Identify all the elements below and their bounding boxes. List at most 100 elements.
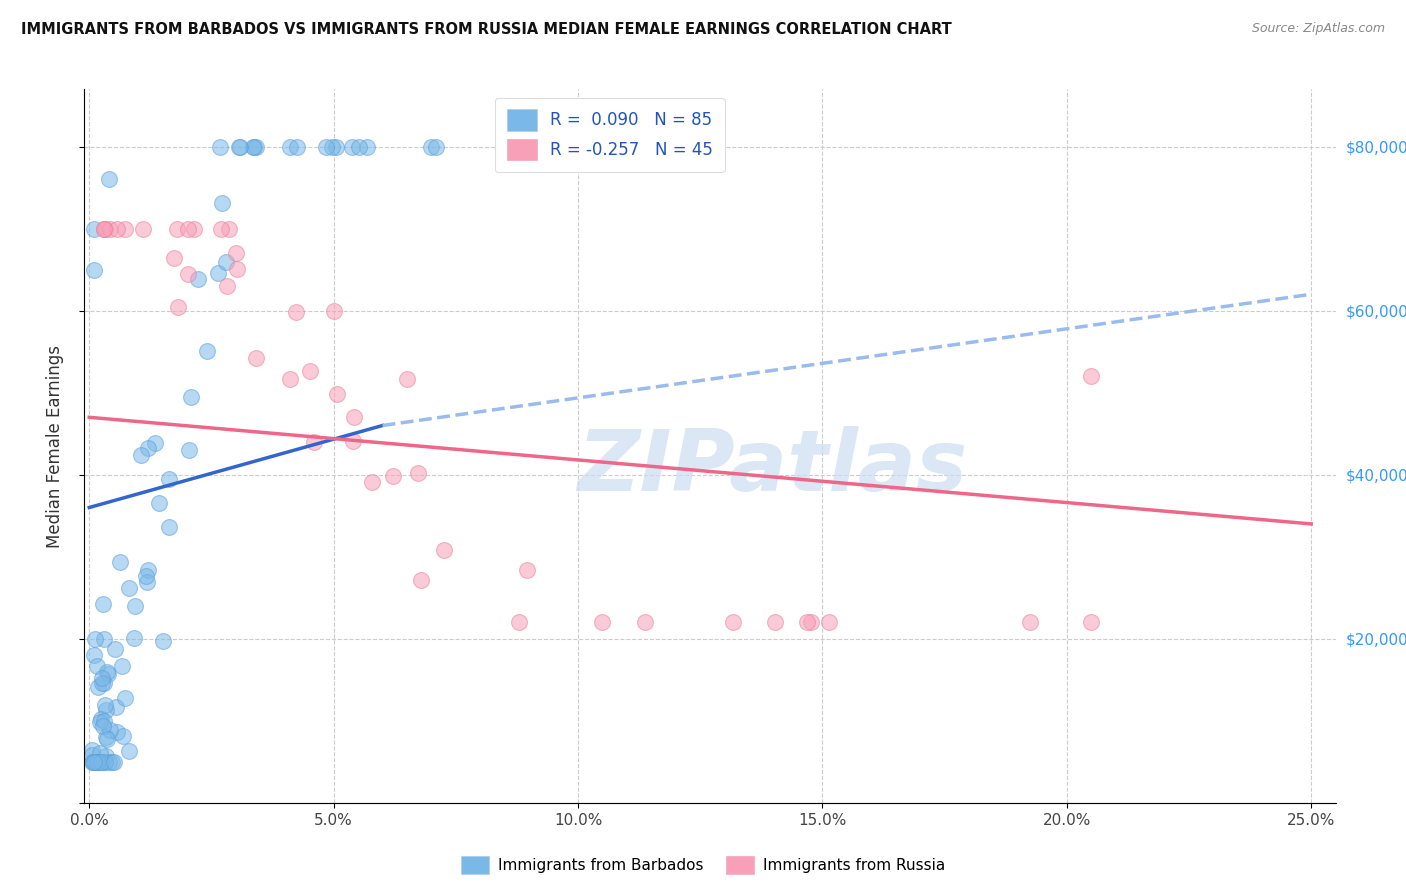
Point xyxy=(91,719,114,733)
Point xyxy=(356,139,378,153)
Point xyxy=(1080,615,1102,630)
Point xyxy=(591,615,613,630)
Point xyxy=(91,676,114,690)
Point xyxy=(183,221,205,235)
Point xyxy=(425,139,447,153)
Point xyxy=(148,496,170,510)
Point xyxy=(105,221,128,235)
Point xyxy=(86,680,108,694)
Point xyxy=(129,448,152,462)
Point xyxy=(136,563,159,577)
Point xyxy=(347,139,370,153)
Point xyxy=(82,755,104,769)
Point xyxy=(83,755,105,769)
Point xyxy=(321,139,343,153)
Point xyxy=(90,755,112,769)
Point xyxy=(1019,615,1042,630)
Point xyxy=(218,221,240,235)
Point xyxy=(91,597,114,611)
Point xyxy=(122,631,145,645)
Point xyxy=(143,435,166,450)
Point xyxy=(211,196,233,211)
Point xyxy=(433,543,456,558)
Point xyxy=(242,139,264,153)
Point xyxy=(285,139,308,153)
Point xyxy=(326,387,349,401)
Point xyxy=(83,221,105,235)
Point xyxy=(315,139,337,153)
Point xyxy=(157,472,180,486)
Point xyxy=(97,755,120,769)
Point xyxy=(167,300,190,314)
Point xyxy=(96,731,118,746)
Point xyxy=(118,581,141,595)
Point xyxy=(818,615,841,630)
Text: IMMIGRANTS FROM BARBADOS VS IMMIGRANTS FROM RUSSIA MEDIAN FEMALE EARNINGS CORREL: IMMIGRANTS FROM BARBADOS VS IMMIGRANTS F… xyxy=(21,22,952,37)
Point xyxy=(136,574,159,589)
Point xyxy=(90,712,112,726)
Text: ZIPatlas: ZIPatlas xyxy=(578,425,967,509)
Point xyxy=(114,690,136,705)
Point xyxy=(93,221,115,235)
Point xyxy=(245,351,267,365)
Point xyxy=(163,251,186,265)
Point xyxy=(215,278,238,293)
Point xyxy=(225,246,247,260)
Point xyxy=(763,615,786,630)
Point xyxy=(117,744,139,758)
Point xyxy=(152,634,174,648)
Point xyxy=(104,642,127,657)
Point xyxy=(229,139,252,153)
Point xyxy=(93,676,115,690)
Point xyxy=(96,748,118,763)
Legend: Immigrants from Barbados, Immigrants from Russia: Immigrants from Barbados, Immigrants fro… xyxy=(456,850,950,880)
Point xyxy=(800,615,823,630)
Point xyxy=(411,574,433,588)
Point xyxy=(98,723,121,737)
Point xyxy=(187,271,209,285)
Point xyxy=(395,372,418,386)
Point xyxy=(228,139,250,153)
Point xyxy=(87,755,110,769)
Point xyxy=(215,254,238,268)
Point xyxy=(91,671,114,685)
Point xyxy=(111,659,134,673)
Point xyxy=(114,221,136,235)
Point xyxy=(1080,369,1102,384)
Point xyxy=(83,648,105,662)
Point xyxy=(135,569,157,583)
Point xyxy=(209,221,232,235)
Point xyxy=(796,615,818,630)
Point xyxy=(80,747,103,762)
Point xyxy=(98,221,121,235)
Point xyxy=(382,469,405,483)
Point xyxy=(285,305,308,319)
Point xyxy=(325,139,347,153)
Point xyxy=(93,755,115,769)
Point xyxy=(84,755,107,769)
Point xyxy=(124,599,146,614)
Point xyxy=(342,409,364,424)
Point xyxy=(157,520,180,534)
Point xyxy=(86,755,108,769)
Point xyxy=(86,659,108,673)
Point xyxy=(243,139,266,153)
Point xyxy=(721,615,744,630)
Point xyxy=(94,221,117,235)
Point xyxy=(80,743,103,757)
Point xyxy=(100,755,122,769)
Point xyxy=(83,262,105,277)
Point xyxy=(96,665,118,679)
Point xyxy=(94,703,117,717)
Point xyxy=(93,714,115,729)
Point xyxy=(93,755,115,769)
Point xyxy=(508,615,530,630)
Point xyxy=(516,563,538,577)
Point xyxy=(96,730,118,744)
Point xyxy=(112,729,135,743)
Point xyxy=(179,443,201,458)
Point xyxy=(180,390,202,404)
Point xyxy=(103,755,125,769)
Point xyxy=(97,172,120,186)
Point xyxy=(361,475,384,490)
